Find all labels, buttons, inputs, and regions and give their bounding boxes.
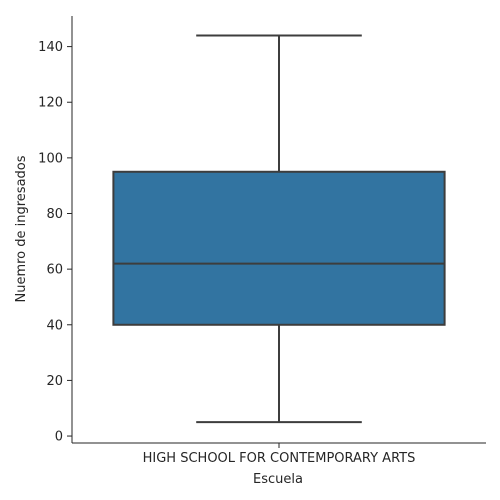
- iqr-box: [112, 170, 446, 326]
- y-tick-label: 40: [46, 318, 63, 333]
- y-tick-label: 60: [46, 263, 63, 278]
- y-tick-label: 100: [38, 151, 63, 166]
- y-tick-label: 20: [46, 374, 63, 389]
- x-axis-title: Escuela: [253, 472, 303, 487]
- y-tick-label: 140: [38, 40, 63, 55]
- box-group: [112, 34, 446, 424]
- y-tick-label: 0: [55, 430, 63, 445]
- plot-area: [112, 34, 446, 424]
- y-axis-title: Nuemro de ingresados: [14, 155, 29, 302]
- y-tick-label: 80: [46, 207, 63, 222]
- x-tick-label: HIGH SCHOOL FOR CONTEMPORARY ARTS: [143, 451, 416, 466]
- x-ticks: HIGH SCHOOL FOR CONTEMPORARY ARTS: [143, 443, 416, 466]
- y-tick-label: 120: [38, 96, 63, 111]
- y-ticks: 0 20 40 60 80 100 120 140: [38, 40, 72, 445]
